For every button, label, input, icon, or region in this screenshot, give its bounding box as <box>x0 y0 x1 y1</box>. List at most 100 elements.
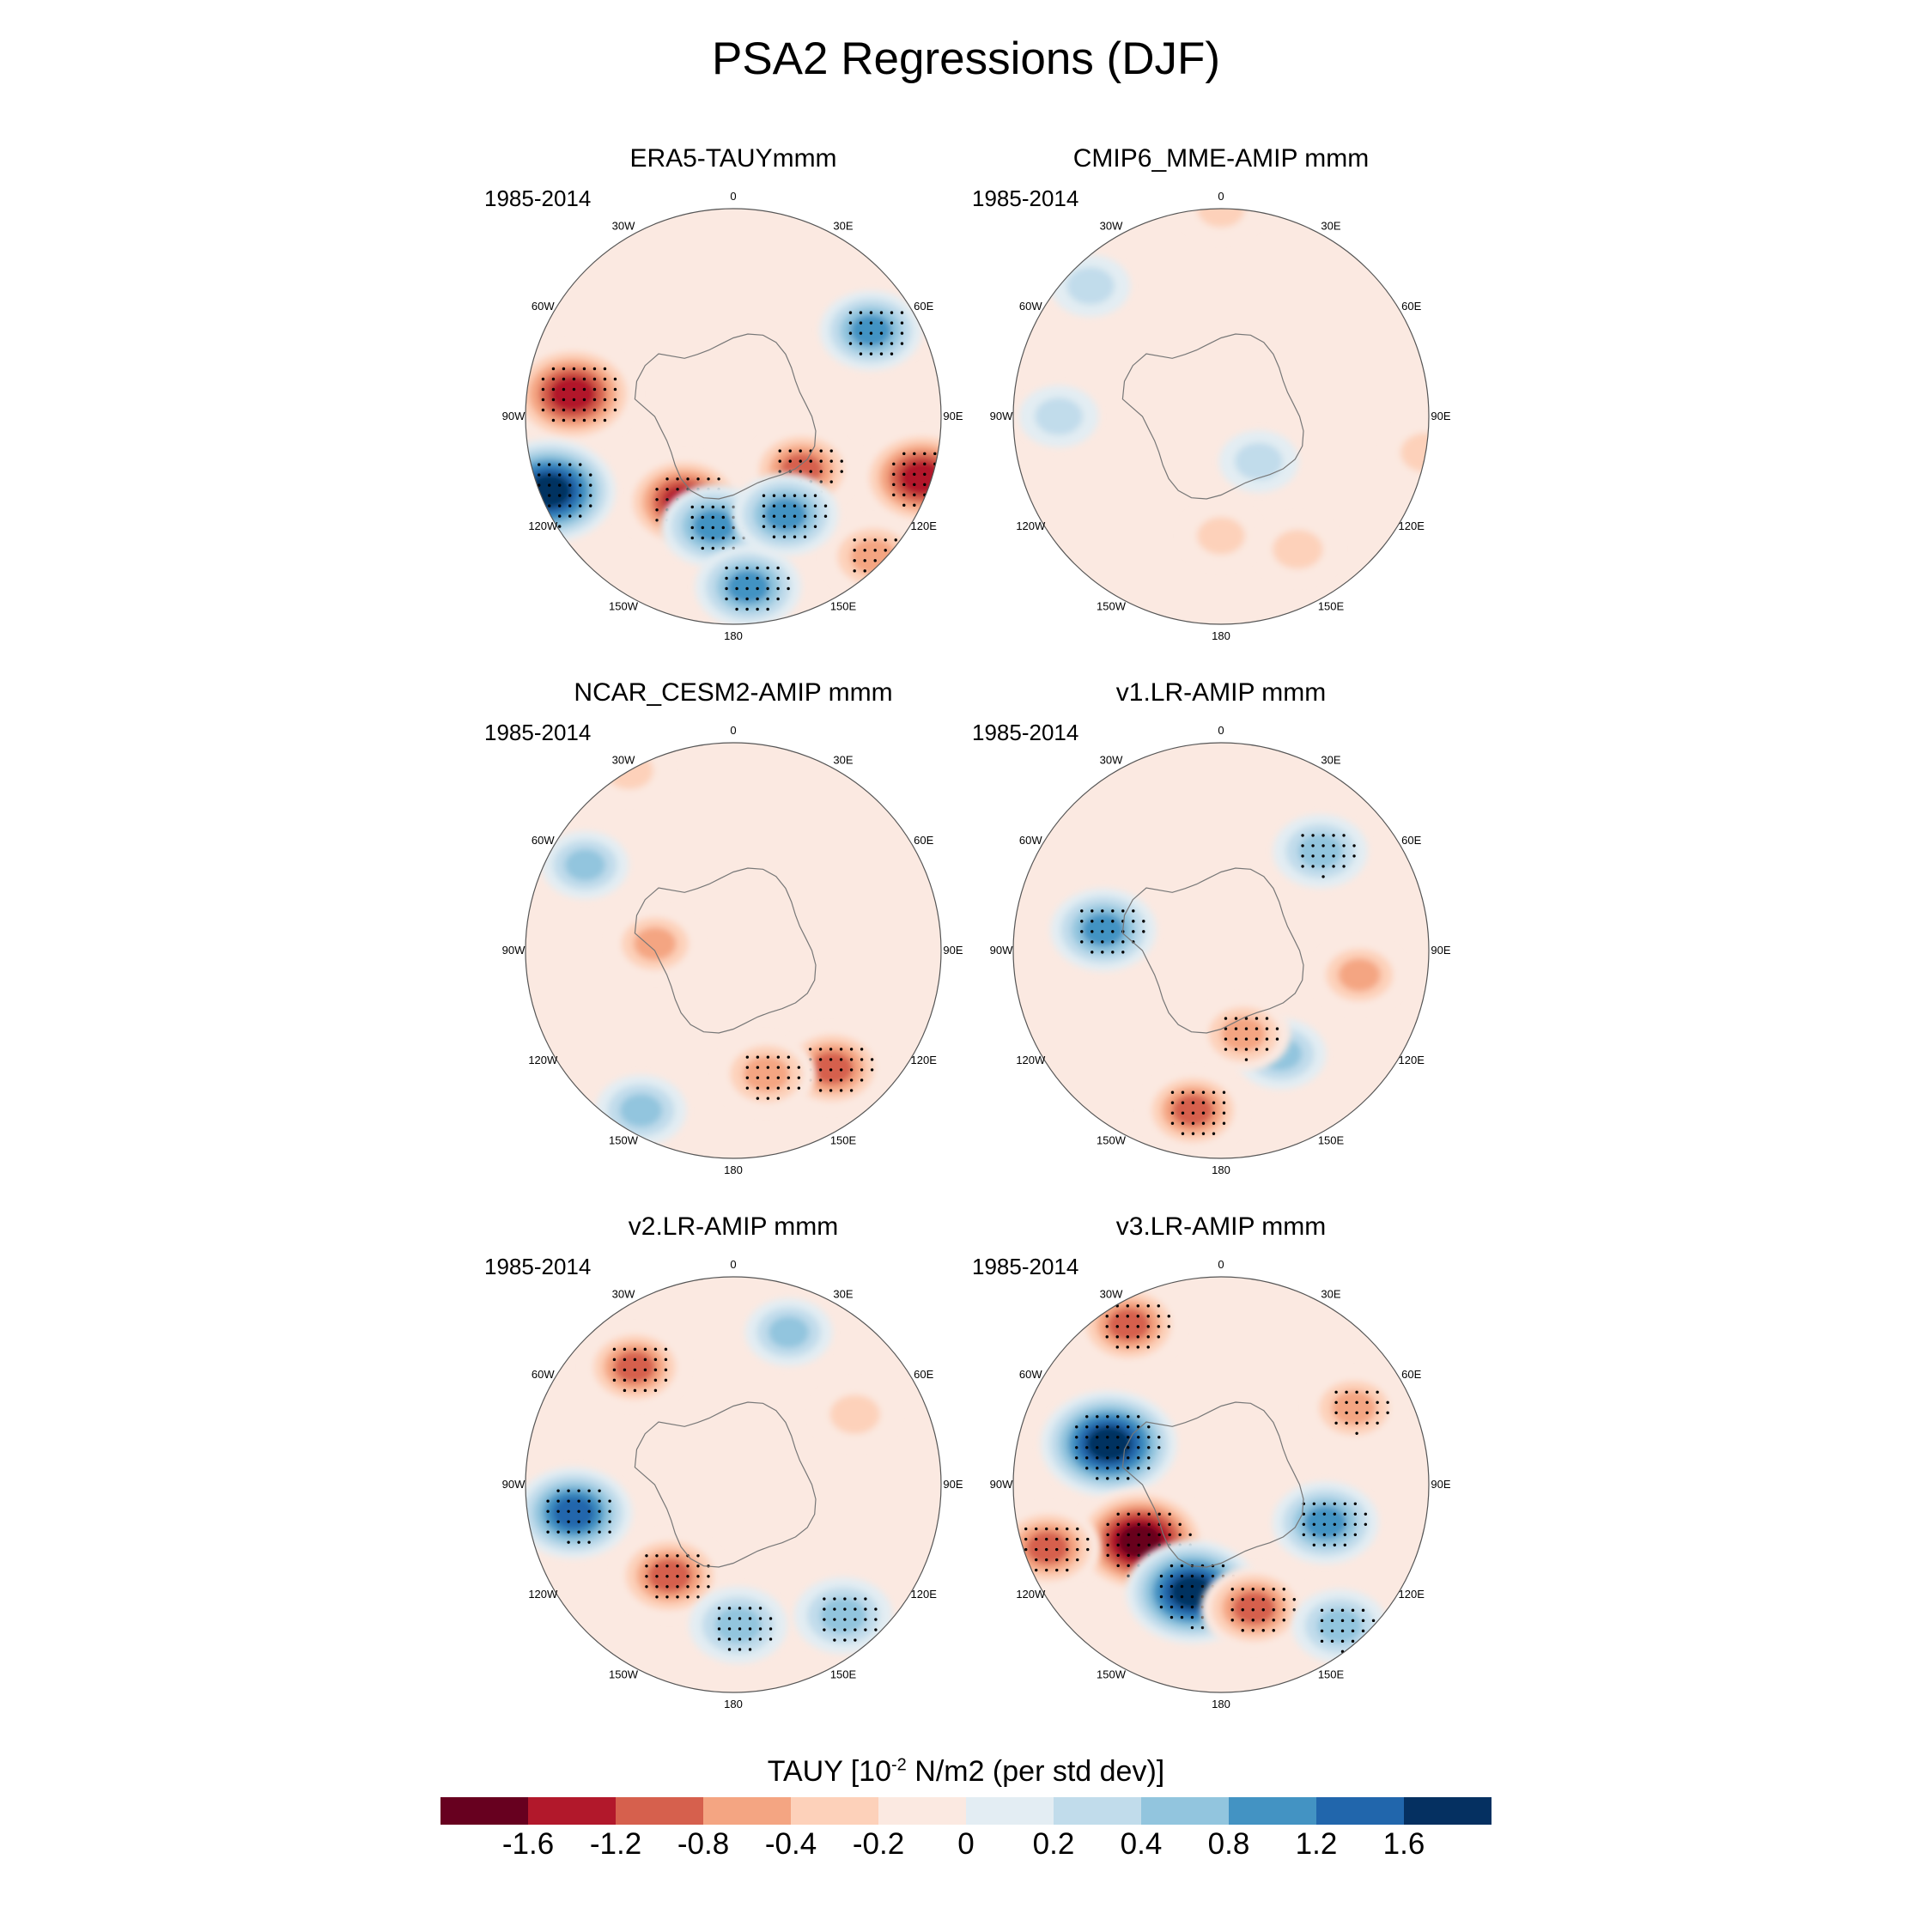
panel-ncar-cesm2: NCAR_CESM2-AMIP mmm 1985-2014 0 30E 60E 90E… <box>484 678 982 1211</box>
stipple-dot <box>548 463 551 466</box>
stipple-dot <box>556 1499 560 1503</box>
stipple-dot <box>1127 1543 1130 1547</box>
stipple-dot <box>745 576 749 580</box>
antarctica-coastline <box>1121 1401 1304 1568</box>
stipple-dot <box>701 526 704 530</box>
stipple-dot <box>1170 1584 1174 1589</box>
polar-map: 0 30E 60E 90E 120E 150E 180 150W 120W 90W 60W 30W <box>990 190 1451 642</box>
anomaly-blob <box>1306 1370 1401 1445</box>
stipple-dot <box>696 1564 700 1568</box>
stipple-dot <box>1365 1390 1369 1394</box>
longitude-label: 0 <box>730 724 736 737</box>
stipple-dot <box>546 1499 550 1503</box>
stipple-dot <box>864 1628 867 1631</box>
stipple-dot <box>582 367 586 371</box>
stipple-dot <box>1085 1415 1089 1419</box>
stipple-dot <box>863 569 866 573</box>
stipple-dot <box>823 1597 826 1601</box>
stipple-dot <box>655 508 659 512</box>
stipple-dot <box>1282 1619 1285 1622</box>
panel-title: v2.LR-AMIP mmm <box>628 1212 839 1241</box>
stipple-dot <box>1126 1346 1129 1349</box>
stipple-dot <box>612 1368 617 1372</box>
panel-title: v3.LR-AMIP mmm <box>1115 1212 1327 1241</box>
stipple-dot <box>913 493 916 497</box>
anomaly-contour <box>549 375 596 412</box>
stipple-dot <box>902 503 906 507</box>
stipple-dot <box>613 377 617 381</box>
stipple-dot <box>1241 1588 1244 1591</box>
stipple-dot <box>603 408 607 412</box>
stipple-dot <box>577 1499 580 1503</box>
stipple-dot <box>772 525 776 528</box>
longitude-label: 30E <box>833 219 853 232</box>
stipple-dot <box>1045 1547 1048 1552</box>
stipple-dot <box>762 514 766 518</box>
stipple-dot <box>1116 1543 1120 1547</box>
stipple-dot <box>727 1617 732 1620</box>
stipple-dot <box>1332 834 1335 837</box>
stipple-dot <box>860 1078 864 1082</box>
stipple-dot <box>1222 1101 1226 1104</box>
stipple-dot <box>1320 1608 1324 1613</box>
stipple-dot <box>1136 1325 1139 1328</box>
stipple-dot <box>823 1618 826 1621</box>
stipple-dot <box>655 519 659 522</box>
longitude-label: 120E <box>1399 1054 1425 1066</box>
stipple-dot <box>676 1564 679 1568</box>
stipple-dot <box>1132 930 1135 933</box>
stipple-dot <box>1361 1639 1365 1643</box>
stipple-dot <box>686 477 690 481</box>
stipple-dot <box>829 459 833 463</box>
stipple-dot <box>1302 1533 1306 1536</box>
stipple-dot <box>1076 1547 1079 1552</box>
stipple-dot <box>782 504 787 507</box>
stipple-dot <box>1272 1588 1275 1591</box>
stipple-dot <box>1265 1048 1269 1051</box>
stipple-dot <box>1255 1017 1259 1020</box>
stipple-dot <box>1191 1132 1195 1135</box>
stipple-dot <box>707 1575 710 1578</box>
stipple-dot <box>1106 1415 1109 1419</box>
colorbar-swatch <box>440 1797 529 1825</box>
anomaly-contour <box>1172 1094 1214 1127</box>
stipple-dot <box>964 473 967 476</box>
map-boundary <box>1012 208 1430 625</box>
colorbar-swatch <box>528 1797 617 1825</box>
map-field <box>1013 743 1429 1158</box>
stipple-dot <box>1035 1527 1038 1531</box>
stipple-dot <box>1105 1315 1109 1318</box>
stipple-dot <box>964 483 967 486</box>
stipple-dot <box>1190 1605 1194 1609</box>
stipple-dot <box>1075 1425 1078 1429</box>
stipple-dot <box>1353 1512 1358 1516</box>
stipple-dot <box>1330 1619 1334 1623</box>
stipple-dot <box>1126 1315 1129 1318</box>
stipple-dot <box>1096 1467 1099 1470</box>
stipple-dot <box>1116 1467 1120 1470</box>
stipple-dot <box>1101 940 1104 944</box>
stipple-dot <box>894 538 897 542</box>
stipple-dot <box>879 311 884 314</box>
stipple-dot <box>1170 1091 1175 1094</box>
stipple-dot <box>1157 1436 1161 1439</box>
stipple-dot <box>664 1368 668 1372</box>
stipple-dot <box>1178 1533 1182 1537</box>
stipple-dot <box>819 470 823 473</box>
stipple-dot <box>598 1520 601 1523</box>
colorbar-swatch <box>1316 1797 1405 1825</box>
stipple-dot <box>944 453 946 455</box>
stipple-dot <box>923 452 927 456</box>
stipple-dot <box>587 1520 591 1523</box>
stipple-dot <box>1146 1346 1150 1349</box>
stipple-dot <box>1066 1527 1069 1531</box>
stipple-dot <box>645 1575 648 1578</box>
stipple-dot <box>892 493 896 497</box>
stipple-dot <box>1105 1304 1109 1308</box>
stipple-dot <box>1116 1553 1120 1558</box>
stipple-dot <box>1265 1017 1269 1020</box>
stipple-dot <box>1275 1037 1279 1041</box>
stipple-dot <box>579 483 582 487</box>
stipple-dot <box>1115 1346 1119 1349</box>
stipple-dot <box>853 538 856 542</box>
